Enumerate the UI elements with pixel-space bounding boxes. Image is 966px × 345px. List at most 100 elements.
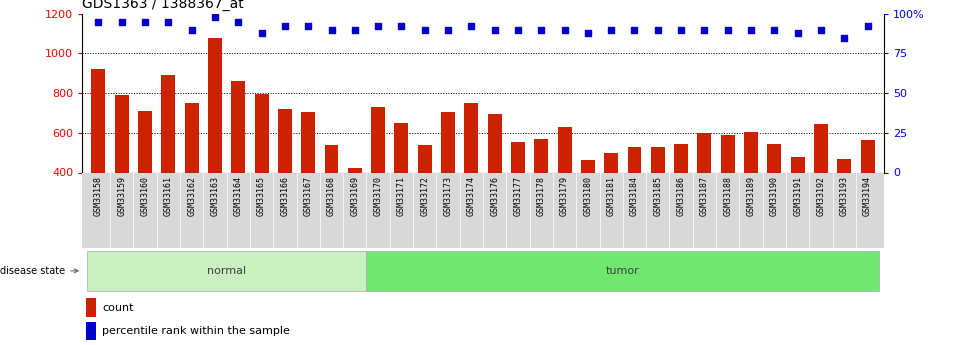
Point: [184, 27, 199, 32]
Point: [487, 27, 502, 32]
Bar: [511, 142, 525, 252]
Bar: [231, 81, 245, 252]
Text: GSM33171: GSM33171: [397, 176, 406, 216]
Point: [673, 27, 689, 32]
Bar: [838, 159, 851, 252]
Point: [860, 24, 875, 29]
Bar: [255, 94, 269, 252]
Text: GSM33158: GSM33158: [94, 176, 103, 216]
Text: GSM33162: GSM33162: [187, 176, 196, 216]
Text: GSM33172: GSM33172: [420, 176, 429, 216]
Bar: [721, 135, 735, 252]
Text: GDS1363 / 1388367_at: GDS1363 / 1388367_at: [82, 0, 243, 11]
Bar: [581, 160, 595, 252]
Point: [650, 27, 666, 32]
Bar: [86, 298, 96, 317]
Point: [91, 19, 106, 24]
Bar: [87, 250, 366, 291]
Text: GSM33166: GSM33166: [280, 176, 290, 216]
Bar: [278, 109, 292, 252]
Point: [440, 27, 456, 32]
Point: [581, 30, 596, 36]
Bar: [92, 69, 105, 252]
Text: count: count: [102, 303, 133, 313]
Text: percentile rank within the sample: percentile rank within the sample: [102, 326, 290, 336]
Text: GSM33188: GSM33188: [724, 176, 732, 216]
Point: [208, 14, 223, 20]
Bar: [86, 322, 96, 340]
Bar: [161, 75, 176, 252]
Point: [370, 24, 385, 29]
Point: [743, 27, 758, 32]
Bar: [301, 112, 315, 252]
Point: [510, 27, 526, 32]
Bar: [417, 145, 432, 252]
Bar: [790, 157, 805, 252]
Text: GSM33184: GSM33184: [630, 176, 639, 216]
Point: [114, 19, 129, 24]
Point: [696, 27, 712, 32]
Text: GSM33190: GSM33190: [770, 176, 779, 216]
Point: [790, 30, 806, 36]
Bar: [325, 145, 338, 252]
Point: [464, 24, 479, 29]
Text: GSM33167: GSM33167: [303, 176, 313, 216]
Point: [347, 27, 362, 32]
Text: GSM33181: GSM33181: [607, 176, 615, 216]
Bar: [651, 147, 665, 252]
Text: GSM33174: GSM33174: [467, 176, 476, 216]
Text: GSM33168: GSM33168: [327, 176, 336, 216]
Text: GSM33163: GSM33163: [211, 176, 219, 216]
Text: GSM33192: GSM33192: [816, 176, 826, 216]
Point: [720, 27, 735, 32]
Bar: [767, 144, 781, 252]
Point: [417, 27, 433, 32]
Text: GSM33185: GSM33185: [653, 176, 663, 216]
Bar: [534, 139, 549, 252]
Bar: [348, 168, 362, 252]
Point: [813, 27, 829, 32]
Bar: [674, 144, 688, 252]
Point: [231, 19, 246, 24]
Point: [137, 19, 153, 24]
Bar: [814, 124, 828, 252]
Text: GSM33186: GSM33186: [676, 176, 686, 216]
Point: [627, 27, 642, 32]
Text: normal: normal: [207, 266, 246, 276]
Point: [277, 24, 293, 29]
Bar: [744, 132, 758, 252]
Text: GSM33191: GSM33191: [793, 176, 802, 216]
Bar: [138, 111, 152, 252]
Bar: [628, 147, 641, 252]
Bar: [604, 152, 618, 252]
Point: [604, 27, 619, 32]
Bar: [861, 140, 874, 252]
Text: GSM33165: GSM33165: [257, 176, 266, 216]
Bar: [394, 123, 409, 252]
Text: GSM33160: GSM33160: [140, 176, 150, 216]
Point: [767, 27, 782, 32]
Text: GSM33161: GSM33161: [164, 176, 173, 216]
Text: GSM33177: GSM33177: [514, 176, 523, 216]
Text: GSM33173: GSM33173: [443, 176, 452, 216]
Bar: [465, 103, 478, 252]
Point: [837, 35, 852, 40]
Text: tumor: tumor: [606, 266, 639, 276]
Point: [254, 30, 270, 36]
Bar: [185, 103, 199, 252]
Bar: [697, 133, 711, 252]
Bar: [557, 127, 572, 252]
Text: GSM33159: GSM33159: [117, 176, 127, 216]
Bar: [441, 112, 455, 252]
Text: GSM33170: GSM33170: [374, 176, 383, 216]
Bar: [366, 250, 879, 291]
Bar: [371, 107, 385, 252]
Point: [160, 19, 176, 24]
Text: GSM33187: GSM33187: [700, 176, 709, 216]
Point: [324, 27, 339, 32]
Text: GSM33193: GSM33193: [839, 176, 849, 216]
Text: GSM33179: GSM33179: [560, 176, 569, 216]
Point: [533, 27, 549, 32]
Text: disease state: disease state: [0, 266, 78, 276]
Text: GSM33189: GSM33189: [747, 176, 755, 216]
